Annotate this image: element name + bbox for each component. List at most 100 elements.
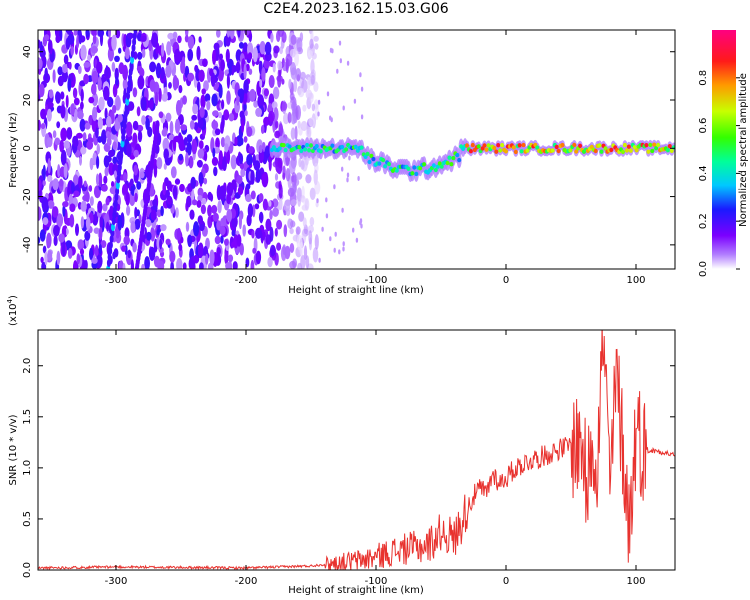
noise-cell (166, 41, 172, 56)
noise-cell (258, 193, 264, 203)
streak-cell (128, 67, 133, 76)
noise-cell (85, 216, 91, 231)
trace-core (387, 161, 391, 167)
noise-cell (134, 192, 138, 203)
noise-cell (73, 97, 80, 106)
noise-cell (224, 250, 229, 265)
noise-cell (134, 206, 138, 219)
noise-speck (316, 198, 319, 204)
noise-cell (309, 38, 314, 49)
noise-cell (161, 128, 168, 137)
noise-cell (281, 101, 288, 111)
noise-speck (330, 117, 333, 123)
trace-core (457, 157, 462, 163)
noise-cell (137, 75, 145, 90)
noise-cell (149, 61, 157, 73)
noise-speck (342, 241, 345, 247)
noise-cell (141, 48, 146, 58)
noise-cell (198, 140, 204, 150)
noise-cell (212, 49, 217, 65)
noise-cell (228, 113, 235, 122)
trace-core (447, 155, 452, 160)
noise-cell (104, 166, 109, 177)
noise-cell (80, 88, 84, 102)
noise-cell (83, 180, 87, 188)
streak-cell (128, 73, 132, 82)
noise-cell (311, 103, 316, 112)
noise-cell (170, 166, 177, 179)
noise-cell (313, 81, 319, 92)
noise-cell (40, 49, 46, 58)
streak-cell (113, 199, 118, 208)
noise-cell (250, 259, 255, 269)
noise-cell (288, 78, 292, 90)
spectrogram-frame (37, 29, 676, 270)
noise-cell (70, 46, 74, 56)
noise-cell (209, 249, 215, 266)
noise-cell (82, 132, 87, 142)
noise-cell (224, 143, 229, 153)
noise-cell (302, 217, 307, 228)
noise-cell (252, 247, 257, 254)
noise-cell (246, 126, 253, 137)
trace-core (340, 144, 345, 150)
noise-cell (296, 235, 303, 251)
noise-cell (256, 170, 261, 183)
noise-cell (70, 103, 75, 116)
noise-cell (262, 198, 268, 211)
noise-cell (122, 78, 128, 91)
noise-cell (216, 30, 221, 38)
noise-cell (87, 54, 91, 62)
noise-cell (310, 59, 315, 75)
noise-cell (272, 62, 276, 73)
x-tick-label: -200 (235, 275, 258, 286)
trace-core (299, 148, 304, 154)
noise-speck (359, 72, 362, 78)
trace-core (318, 149, 323, 154)
noise-speck (326, 91, 330, 97)
noise-cell (200, 94, 206, 109)
noise-cell (67, 78, 72, 92)
noise-cell (276, 242, 282, 251)
noise-cell (130, 259, 134, 269)
noise-cell (130, 220, 136, 234)
noise-cell (263, 116, 271, 126)
noise-cell (199, 223, 205, 232)
trace-core (593, 148, 598, 154)
noise-cell (196, 45, 201, 61)
noise-cell (192, 199, 198, 206)
noise-cell (118, 47, 122, 54)
noise-cell (278, 180, 282, 191)
noise-cell (168, 82, 172, 89)
noise-cell (174, 49, 181, 63)
noise-cell (111, 34, 117, 51)
noise-cell (98, 96, 105, 111)
noise-cell (103, 155, 110, 168)
noise-cell (297, 120, 301, 129)
noise-cell (126, 32, 134, 39)
trace-core (383, 164, 388, 169)
colorbar: 0.0 0.2 0.4 0.6 0.8 Normalized spectral ampl… (698, 30, 749, 277)
noise-cell (180, 124, 188, 131)
noise-cell (102, 203, 108, 212)
trace-core (303, 147, 308, 152)
noise-cell (205, 253, 209, 265)
noise-cell (257, 94, 265, 109)
noise-cell (80, 44, 87, 61)
streak-cell (115, 181, 120, 190)
noise-cell (238, 213, 242, 230)
noise-cell (278, 197, 283, 211)
noise-cell (252, 204, 256, 218)
trace-core (624, 148, 629, 153)
noise-cell (243, 30, 250, 36)
noise-cell (198, 36, 202, 43)
noise-cell (249, 88, 256, 102)
noise-cell (177, 35, 182, 44)
noise-cell (85, 30, 90, 38)
noise-cell (73, 190, 80, 198)
noise-cell (47, 175, 53, 182)
noise-cell (191, 114, 198, 121)
noise-cell (66, 127, 73, 140)
noise-cell (84, 259, 88, 269)
noise-cell (189, 209, 195, 220)
